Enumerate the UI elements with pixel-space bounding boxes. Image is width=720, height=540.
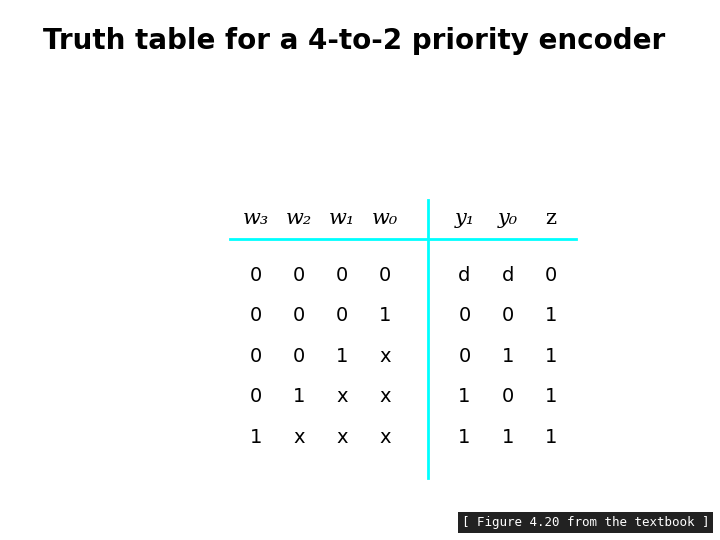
Text: 0: 0 [544, 266, 557, 285]
Text: x: x [379, 428, 391, 447]
Text: z: z [545, 209, 557, 228]
Text: 1: 1 [544, 428, 557, 447]
Text: 1: 1 [544, 306, 557, 326]
Text: w₀: w₀ [372, 209, 398, 228]
Text: w₃: w₃ [243, 209, 269, 228]
Text: 1: 1 [544, 387, 557, 407]
Text: 0: 0 [292, 347, 305, 366]
Text: 0: 0 [501, 387, 514, 407]
Text: x: x [379, 347, 391, 366]
Text: [ Figure 4.20 from the textbook ]: [ Figure 4.20 from the textbook ] [462, 516, 709, 529]
Text: d: d [501, 266, 514, 285]
Text: w₂: w₂ [286, 209, 312, 228]
Text: 1: 1 [501, 428, 514, 447]
Text: w₁: w₁ [329, 209, 355, 228]
Text: 1: 1 [249, 428, 262, 447]
Text: 0: 0 [458, 306, 471, 326]
Text: x: x [293, 428, 305, 447]
Text: 0: 0 [336, 306, 348, 326]
Text: d: d [458, 266, 471, 285]
Text: Truth table for a 4-to-2 priority encoder: Truth table for a 4-to-2 priority encode… [43, 27, 665, 55]
Text: 1: 1 [458, 428, 471, 447]
Text: y₁: y₁ [454, 209, 474, 228]
Text: x: x [336, 387, 348, 407]
Text: x: x [336, 428, 348, 447]
Text: 0: 0 [379, 266, 392, 285]
Text: 0: 0 [249, 387, 262, 407]
Text: 0: 0 [249, 266, 262, 285]
Text: 1: 1 [292, 387, 305, 407]
Text: 0: 0 [336, 266, 348, 285]
Text: 1: 1 [544, 347, 557, 366]
Text: 1: 1 [379, 306, 392, 326]
Text: 1: 1 [501, 347, 514, 366]
Text: 0: 0 [292, 306, 305, 326]
Text: 0: 0 [249, 306, 262, 326]
Text: 0: 0 [292, 266, 305, 285]
Text: 1: 1 [336, 347, 348, 366]
Text: 0: 0 [249, 347, 262, 366]
Text: y₀: y₀ [498, 209, 518, 228]
Text: x: x [379, 387, 391, 407]
Text: 0: 0 [501, 306, 514, 326]
Text: 1: 1 [458, 387, 471, 407]
Text: 0: 0 [458, 347, 471, 366]
